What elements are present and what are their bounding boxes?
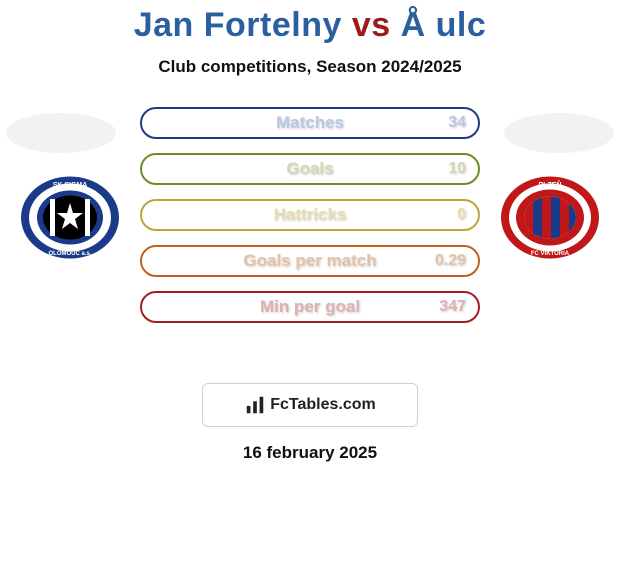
stat-row: Min per goal 347 (140, 291, 480, 323)
fctables-brand: FcTables.com (202, 383, 418, 427)
comparison-content: SK SIGMA OLOMOUC a.s. PLZEŇ FC VIK (0, 107, 620, 357)
stat-row: Goals per match 0.29 (140, 245, 480, 277)
svg-text:OLOMOUC a.s.: OLOMOUC a.s. (48, 251, 91, 257)
player-b-photo-placeholder (504, 113, 614, 153)
stat-label: Goals per match (243, 251, 376, 271)
stat-value: 347 (439, 298, 466, 316)
stat-value: 10 (448, 160, 466, 178)
svg-text:PLZEŇ: PLZEŇ (539, 180, 562, 189)
stat-value: 0.29 (435, 252, 466, 270)
svg-text:FC VIKTORIA: FC VIKTORIA (531, 251, 570, 257)
club-crest-sigma-olomouc: SK SIGMA OLOMOUC a.s. (20, 175, 120, 260)
stat-label: Min per goal (260, 297, 360, 317)
stat-value: 0 (457, 206, 466, 224)
stat-row: Goals 10 (140, 153, 480, 185)
bar-chart-icon (244, 394, 266, 416)
stat-label: Matches (276, 113, 344, 133)
stat-row: Hattricks 0 (140, 199, 480, 231)
stats-list: Matches 34 Goals 10 Hattricks 0 Goals per matc… (140, 107, 480, 323)
player-b-name: Å ulc (401, 6, 487, 44)
page-title: Jan Fortelny vs Å ulc (0, 0, 620, 45)
stat-row: Matches 34 (140, 107, 480, 139)
stat-value: 34 (448, 114, 466, 132)
stat-label: Goals (286, 159, 333, 179)
subtitle: Club competitions, Season 2024/2025 (0, 57, 620, 77)
vs-label: vs (352, 6, 391, 44)
stat-label: Hattricks (274, 205, 347, 225)
report-date: 16 february 2025 (0, 443, 620, 463)
club-crest-viktoria-plzen: PLZEŇ FC VIKTORIA (500, 175, 600, 260)
player-a-photo-placeholder (6, 113, 116, 153)
svg-text:SK SIGMA: SK SIGMA (53, 182, 88, 189)
brand-text: FcTables.com (270, 396, 376, 414)
player-a-name: Jan Fortelny (134, 6, 342, 44)
